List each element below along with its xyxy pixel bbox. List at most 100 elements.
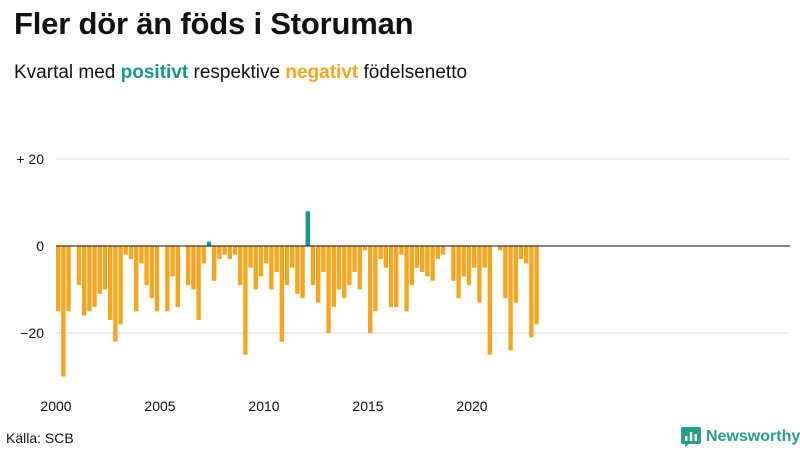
bar-negative xyxy=(238,246,243,286)
bar-negative xyxy=(165,246,170,312)
bar-negative xyxy=(420,246,425,273)
y-tick-label: + 20 xyxy=(16,151,44,167)
bar-negative xyxy=(368,246,373,333)
bar-negative xyxy=(61,246,66,377)
subtitle-prefix: Kvartal med xyxy=(14,62,121,83)
bar-negative xyxy=(435,246,440,260)
bar-negative xyxy=(482,246,487,268)
bar-negative xyxy=(274,246,279,273)
bar-negative xyxy=(456,246,461,299)
bar-negative xyxy=(310,246,316,286)
bar-negative xyxy=(258,246,264,277)
bar-negative xyxy=(388,246,394,307)
bar-negative xyxy=(461,246,466,277)
bar-negative xyxy=(227,246,232,260)
bar-negative xyxy=(56,246,61,312)
bar-negative xyxy=(82,246,87,316)
subtitle-positive: positivt xyxy=(120,62,189,83)
x-tick-label: 2005 xyxy=(144,398,175,414)
bar-negative xyxy=(175,246,180,307)
bar-negative xyxy=(128,246,134,260)
bar-negative xyxy=(232,246,238,255)
bar-negative xyxy=(409,246,414,286)
bar-negative xyxy=(196,246,201,320)
bar-negative xyxy=(425,246,430,277)
bar-negative xyxy=(513,246,518,303)
bar-negative xyxy=(139,246,144,264)
bar-negative xyxy=(503,246,508,299)
bar-negative xyxy=(108,246,113,320)
bar-positive xyxy=(206,241,212,246)
bar-negative xyxy=(524,246,529,264)
y-tick-label: 0 xyxy=(36,238,44,254)
bar-negative xyxy=(243,246,248,355)
bar-negative xyxy=(357,246,362,290)
bar-negative xyxy=(134,246,139,312)
bar-negative xyxy=(253,246,258,290)
bar-negative xyxy=(487,246,492,355)
subtitle-middle: respektive xyxy=(188,62,286,83)
bar-negative xyxy=(201,246,206,264)
bar-negative xyxy=(154,246,160,312)
bar-negative xyxy=(113,246,118,342)
bar-negative xyxy=(149,246,154,299)
bar-negative xyxy=(191,246,196,290)
bar-negative xyxy=(248,246,253,268)
newsworthy-logo[interactable]: Newsworthy xyxy=(681,427,800,447)
bar-negative xyxy=(295,246,300,294)
bar-negative xyxy=(399,246,404,255)
bar-negative xyxy=(378,246,383,260)
subtitle-suffix: födelsenetto xyxy=(358,62,468,83)
bar-positive xyxy=(305,211,310,246)
chart-subtitle: Kvartal med positivt respektive negativt… xyxy=(14,62,467,84)
bars-layer xyxy=(56,211,539,377)
bar-negative xyxy=(336,246,342,290)
bar-negative xyxy=(477,246,482,303)
bar-negative xyxy=(373,246,378,312)
bar-negative xyxy=(264,246,269,264)
bar-negative xyxy=(92,246,97,307)
bar-negative xyxy=(529,246,534,338)
x-tick-label: 2015 xyxy=(352,398,383,414)
bar-negative xyxy=(269,246,274,290)
bar-negative xyxy=(534,246,539,325)
bar-negative xyxy=(316,246,321,303)
bar-negative xyxy=(144,246,149,286)
bar-negative xyxy=(321,246,326,273)
x-tick-label: 2010 xyxy=(248,398,279,414)
x-tick-label: 2020 xyxy=(456,398,487,414)
bar-negative xyxy=(352,246,357,273)
bar-negative xyxy=(383,246,388,268)
axis-layer: + 20 0 −20 2000 2005 2010 2015 2020 xyxy=(16,151,790,414)
bar-negative xyxy=(331,246,336,307)
bar-negative xyxy=(300,246,305,299)
bar-negative xyxy=(430,246,435,281)
bar-negative xyxy=(342,246,347,299)
bar-negative xyxy=(212,246,217,281)
bar-negative xyxy=(76,246,82,286)
bar-negative xyxy=(404,246,409,312)
bar-negative xyxy=(97,246,102,294)
bar-negative xyxy=(217,246,222,260)
bar-negative xyxy=(87,246,92,312)
bar-negative xyxy=(222,246,227,255)
bar-negative xyxy=(66,246,71,312)
chart-title: Fler dör än föds i Storuman xyxy=(14,6,414,41)
bar-negative xyxy=(451,246,456,281)
grid-layer xyxy=(56,158,790,334)
subtitle-negative: negativt xyxy=(285,62,359,83)
bar-negative xyxy=(123,246,128,255)
bar-negative xyxy=(508,246,513,351)
newsworthy-chart-icon xyxy=(681,427,701,447)
brand-name: Newsworthy xyxy=(706,428,800,445)
bar-negative xyxy=(414,246,420,268)
bar-negative xyxy=(498,246,503,251)
bar-negative xyxy=(326,246,331,333)
bar-negative xyxy=(118,246,123,325)
bar-negative xyxy=(362,246,368,251)
y-tick-label: −20 xyxy=(20,325,44,341)
bar-negative xyxy=(279,246,284,342)
bar-negative xyxy=(466,246,472,286)
bar-negative xyxy=(472,246,477,268)
